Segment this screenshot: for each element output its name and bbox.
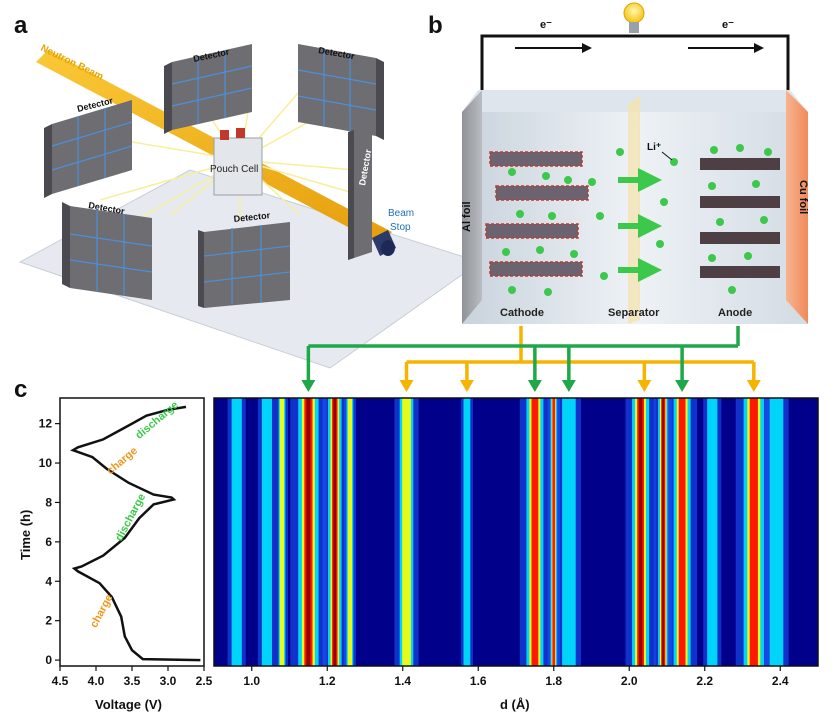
li-ion-label: Li⁺ [647, 142, 661, 153]
peak-arrow-head [399, 380, 414, 392]
electron-label-left: e⁻ [540, 19, 552, 31]
external-circuit [480, 34, 790, 110]
cu-foil-collector [786, 90, 808, 324]
voltage-y-tick-label: 2 [45, 614, 52, 628]
heatmap-x-tick-label: 2.4 [772, 674, 789, 688]
heatmap-peak-band [347, 398, 352, 666]
cu-foil-label: Cu foil [797, 180, 809, 214]
heatmap-peak-band [638, 398, 643, 666]
heatmap-peak-band [769, 398, 784, 666]
panel-letter-a: a [14, 12, 28, 39]
voltage-y-tick-label: 0 [45, 653, 52, 667]
lightbulb-icon [623, 2, 645, 33]
cathode-layers [485, 151, 589, 277]
anode-layers [700, 158, 780, 278]
voltage-x-tick-label: 3.0 [160, 674, 177, 688]
heatmap-peak-band [231, 398, 242, 666]
electron-label-right: e⁻ [722, 19, 734, 31]
peak-assignment-arrows [301, 326, 761, 392]
peak-arrow-head [675, 380, 690, 392]
voltage-plot-frame [59, 397, 205, 667]
detector-5: Detector [62, 200, 153, 300]
li-migration-arrows [618, 168, 662, 282]
voltage-y-tick-label: 10 [39, 456, 53, 470]
panel-letter-b: b [428, 12, 443, 39]
voltage-ticks: 4.5 4.0 3.5 3.0 2.5 0 2 4 6 8 10 12 [39, 417, 213, 688]
peak-arrow-head [527, 380, 542, 392]
heatmap-peak-band [678, 398, 686, 666]
beam-stop-label-line2: Stop [390, 222, 411, 233]
heatmap-peak-band [261, 398, 272, 666]
peak-arrow-head [301, 380, 316, 392]
voltage-y-tick-label: 12 [39, 417, 53, 431]
heatmap-peak-band [531, 398, 539, 666]
heatmap-peak-band [662, 398, 665, 666]
heatmap-x-tick-label: 1.4 [394, 674, 411, 688]
heatmap-peak-band [707, 398, 718, 666]
panel-letter-c: c [14, 376, 28, 403]
pouch-cell-label: Pouch Cell [210, 164, 258, 175]
heatmap-x-tick-label: 1.0 [243, 674, 260, 688]
peak-arrow-head [637, 380, 652, 392]
heatmap-x-tick-label: 2.2 [696, 674, 713, 688]
detector-4: Detector [348, 124, 373, 260]
heatmap-peak-band [552, 398, 556, 666]
heatmap-peak-band [562, 398, 576, 666]
heatmap-peak-band [402, 398, 411, 666]
heatmap-x-tick-label: 1.6 [470, 674, 487, 688]
detector-3: Detector [297, 44, 384, 140]
li-ions [502, 144, 772, 296]
cathode-label: Cathode [500, 307, 544, 319]
heatmap-peak-band [463, 398, 471, 666]
peak-arrow-head [561, 380, 576, 392]
beam-stop-label-line1: Beam [388, 208, 414, 219]
heatmap-x-tick-label: 1.2 [319, 674, 336, 688]
panel-b-scene: e⁻ e⁻ Al foil Cu foil [461, 2, 809, 324]
voltage-x-tick-label: 4.0 [88, 674, 105, 688]
voltage-x-tick-label: 3.5 [124, 674, 141, 688]
voltage-y-tick-label: 8 [45, 495, 52, 509]
heatmap-x-tick-label: 1.8 [545, 674, 562, 688]
separator-membrane [628, 96, 640, 324]
detector-1: Detector [44, 95, 133, 198]
al-foil-label: Al foil [461, 201, 473, 232]
panel-a-scene: Pouch Cell Neutron Beam Detector Detecto… [18, 43, 482, 369]
heatmap-ticks: 1.0 1.2 1.4 1.6 1.8 2.0 2.2 2.4 [243, 666, 789, 688]
peak-arrow-head [746, 380, 761, 392]
heatmap-peak-band [749, 398, 758, 666]
heatmap-frame [213, 397, 819, 667]
al-foil-collector [462, 90, 482, 324]
voltage-y-axis-label: Time (h) [18, 510, 33, 560]
diffraction-heatmap: 1.0 1.2 1.4 1.6 1.8 2.0 2.2 2.4 d (Å) [213, 397, 819, 712]
pouch-cell [213, 128, 263, 196]
heatmap-x-axis-label: d (Å) [500, 697, 530, 712]
heatmap-peaks [227, 398, 789, 666]
peak-arrow-head [459, 380, 474, 392]
heatmap-peak-band [306, 398, 311, 666]
heatmap-peak-band [333, 398, 337, 666]
detector-6-label: Detector [233, 210, 271, 224]
detector-2: Detector [164, 44, 253, 134]
heatmap-x-tick-label: 2.0 [621, 674, 638, 688]
beam-stop [372, 230, 396, 256]
voltage-y-tick-label: 4 [45, 574, 52, 588]
heatmap-peak-band [279, 398, 285, 666]
separator-label: Separator [608, 307, 660, 319]
detector-6: Detector [198, 210, 291, 308]
anode-label: Anode [718, 307, 752, 319]
voltage-x-tick-label: 2.5 [196, 674, 213, 688]
voltage-x-tick-label: 4.5 [52, 674, 69, 688]
voltage-y-tick-label: 6 [45, 535, 52, 549]
voltage-x-axis-label: Voltage (V) [95, 697, 162, 712]
voltage-curve [70, 405, 201, 662]
